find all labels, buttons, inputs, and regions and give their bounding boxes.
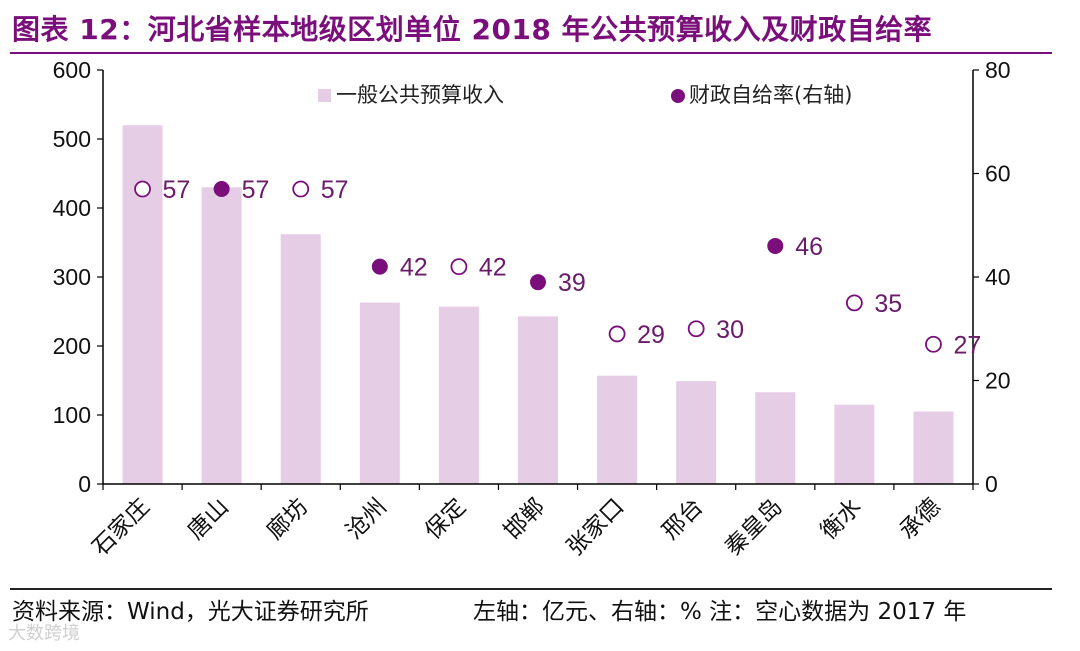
dot-hollow	[608, 325, 626, 343]
dot-hollow	[134, 180, 151, 198]
dot-data-label: 30	[716, 316, 744, 344]
bar	[597, 375, 638, 484]
dot-data-label: 57	[242, 176, 270, 204]
y-right-tick-label: 40	[985, 264, 1011, 290]
bars-group	[122, 125, 954, 485]
x-category-label: 石家庄	[88, 494, 155, 561]
x-category-label: 秦皇岛	[720, 494, 787, 561]
bar	[201, 187, 242, 485]
dot-data-label: 27	[953, 331, 981, 359]
note-text: 左轴：亿元、右轴：% 注：空心数据为 2017 年	[473, 599, 967, 625]
bar	[438, 306, 479, 484]
y-right-tick-label: 60	[985, 161, 1011, 187]
y-left-tick-label: 600	[53, 57, 91, 83]
title-rule	[10, 52, 1052, 54]
y-left-tick-label: 500	[53, 126, 91, 152]
x-category-label: 保定	[420, 494, 471, 545]
watermark: 大数跨境	[8, 623, 80, 644]
dot-data-label: 42	[400, 254, 428, 282]
dot-data-label: 35	[874, 290, 902, 318]
y-left-tick-label: 0	[78, 471, 91, 497]
legend: 一般公共预算收入 财政自给率(右轴)	[318, 83, 852, 107]
y-right-tick-label: 0	[985, 471, 998, 497]
y-left-tick-label: 100	[53, 402, 91, 428]
bar	[280, 234, 321, 484]
dot-hollow	[925, 335, 942, 353]
y-left-tick-label: 400	[53, 195, 91, 221]
dot-data-label: 42	[479, 254, 507, 282]
bar	[755, 392, 796, 484]
y-left-tick-label: 300	[53, 264, 91, 290]
dot-hollow	[845, 294, 863, 312]
chart-title: 图表 12：河北省样本地级区划单位 2018 年公共预算收入及财政自给率	[12, 13, 933, 46]
y-right-tick-label: 80	[985, 57, 1011, 83]
bar	[518, 316, 558, 484]
dot-data-label: 57	[321, 176, 349, 204]
x-category-label: 张家口	[562, 494, 629, 561]
x-category-label: 沧州	[341, 494, 392, 545]
dot-hollow	[687, 320, 705, 338]
x-category-label: 廊坊	[262, 494, 313, 545]
x-category-label: 邢台	[658, 494, 709, 545]
footer-rule	[10, 588, 1052, 590]
dot-data-label: 39	[558, 269, 586, 297]
dot-hollow	[450, 258, 468, 276]
dot-solid	[371, 258, 388, 275]
y-right-tick-label: 20	[985, 368, 1011, 394]
legend-dot-label: 财政自给率(右轴)	[689, 83, 852, 107]
legend-bar-swatch	[318, 89, 331, 102]
x-category-label: 邯郸	[499, 494, 550, 545]
dots-group: 57 57 57 42 42 39 29 30 46 35 27	[134, 176, 981, 359]
dot-hollow	[292, 180, 310, 198]
dot-solid	[530, 274, 546, 291]
bar	[359, 302, 400, 484]
legend-dot-swatch	[671, 89, 685, 103]
dot-solid	[767, 237, 784, 254]
legend-bar-label: 一般公共预算收入	[336, 83, 504, 107]
x-category-label: 衡水	[816, 494, 867, 545]
y-left-tick-label: 200	[53, 333, 91, 359]
source-text: 资料来源：Wind，光大证券研究所	[12, 599, 369, 625]
dot-solid	[213, 181, 230, 198]
axes-group: 0 100 200 300 400 500 600 0 20 40 60 80 石家庄 唐山 廊坊 沧州 保定邯…	[53, 57, 1011, 561]
bar	[834, 404, 875, 484]
chart-area: 0 100 200 300 400 500 600 0 20 40 60 80 石家庄 唐山 廊坊 沧州 保定邯…	[53, 57, 1011, 561]
dot-data-label: 29	[637, 321, 665, 349]
x-category-label: 承德	[895, 494, 946, 545]
bar	[676, 381, 717, 484]
x-category-label: 唐山	[183, 494, 234, 545]
bar	[913, 411, 954, 484]
dot-data-label: 46	[795, 233, 823, 261]
bar	[122, 125, 163, 484]
dot-data-label: 57	[163, 176, 191, 204]
